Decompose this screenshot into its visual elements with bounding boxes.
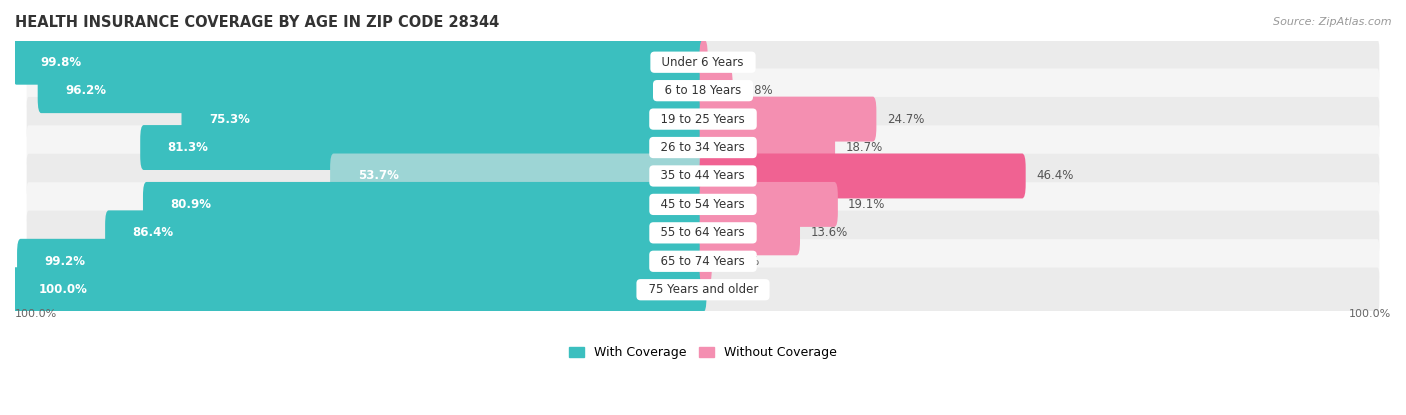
FancyBboxPatch shape (181, 97, 706, 142)
Text: 55 to 64 Years: 55 to 64 Years (654, 226, 752, 239)
Text: 35 to 44 Years: 35 to 44 Years (654, 169, 752, 183)
Text: 96.2%: 96.2% (65, 84, 107, 97)
FancyBboxPatch shape (700, 182, 838, 227)
FancyBboxPatch shape (700, 125, 835, 170)
FancyBboxPatch shape (27, 182, 1379, 227)
Text: 75 Years and older: 75 Years and older (641, 283, 765, 296)
FancyBboxPatch shape (143, 182, 706, 227)
Text: 53.7%: 53.7% (357, 169, 398, 183)
FancyBboxPatch shape (700, 68, 733, 113)
Text: HEALTH INSURANCE COVERAGE BY AGE IN ZIP CODE 28344: HEALTH INSURANCE COVERAGE BY AGE IN ZIP … (15, 15, 499, 30)
Text: 86.4%: 86.4% (132, 226, 174, 239)
Text: 80.9%: 80.9% (170, 198, 211, 211)
FancyBboxPatch shape (105, 210, 706, 255)
Text: 99.8%: 99.8% (41, 56, 82, 69)
Text: 45 to 54 Years: 45 to 54 Years (654, 198, 752, 211)
FancyBboxPatch shape (27, 40, 1379, 84)
FancyBboxPatch shape (700, 40, 707, 85)
FancyBboxPatch shape (27, 68, 1379, 113)
FancyBboxPatch shape (27, 239, 1379, 283)
Text: 18.7%: 18.7% (845, 141, 883, 154)
Text: 0.77%: 0.77% (723, 255, 759, 268)
Text: Source: ZipAtlas.com: Source: ZipAtlas.com (1274, 17, 1392, 27)
FancyBboxPatch shape (27, 97, 1379, 141)
Text: 75.3%: 75.3% (209, 112, 250, 126)
Text: 99.2%: 99.2% (45, 255, 86, 268)
Text: 65 to 74 Years: 65 to 74 Years (654, 255, 752, 268)
FancyBboxPatch shape (27, 125, 1379, 170)
Text: 3.8%: 3.8% (742, 84, 772, 97)
Text: 26 to 34 Years: 26 to 34 Years (654, 141, 752, 154)
Text: 81.3%: 81.3% (167, 141, 208, 154)
Text: 19.1%: 19.1% (848, 198, 886, 211)
FancyBboxPatch shape (700, 210, 800, 255)
FancyBboxPatch shape (13, 40, 706, 85)
Text: 13.6%: 13.6% (810, 226, 848, 239)
Text: 100.0%: 100.0% (15, 309, 58, 319)
FancyBboxPatch shape (700, 154, 1025, 198)
FancyBboxPatch shape (17, 239, 706, 284)
FancyBboxPatch shape (27, 268, 1379, 312)
FancyBboxPatch shape (141, 125, 706, 170)
FancyBboxPatch shape (27, 211, 1379, 255)
Text: 19 to 25 Years: 19 to 25 Years (654, 112, 752, 126)
FancyBboxPatch shape (330, 154, 706, 198)
Text: 100.0%: 100.0% (39, 283, 89, 296)
Text: 100.0%: 100.0% (1348, 309, 1391, 319)
FancyBboxPatch shape (700, 97, 876, 142)
Text: 0.17%: 0.17% (718, 56, 755, 69)
FancyBboxPatch shape (27, 154, 1379, 198)
Text: 0.0%: 0.0% (717, 283, 747, 296)
Text: Under 6 Years: Under 6 Years (655, 56, 751, 69)
FancyBboxPatch shape (38, 68, 706, 113)
Text: 24.7%: 24.7% (887, 112, 924, 126)
FancyBboxPatch shape (11, 267, 706, 312)
Text: 46.4%: 46.4% (1036, 169, 1073, 183)
FancyBboxPatch shape (700, 239, 711, 284)
Text: 6 to 18 Years: 6 to 18 Years (657, 84, 749, 97)
Legend: With Coverage, Without Coverage: With Coverage, Without Coverage (564, 341, 842, 364)
